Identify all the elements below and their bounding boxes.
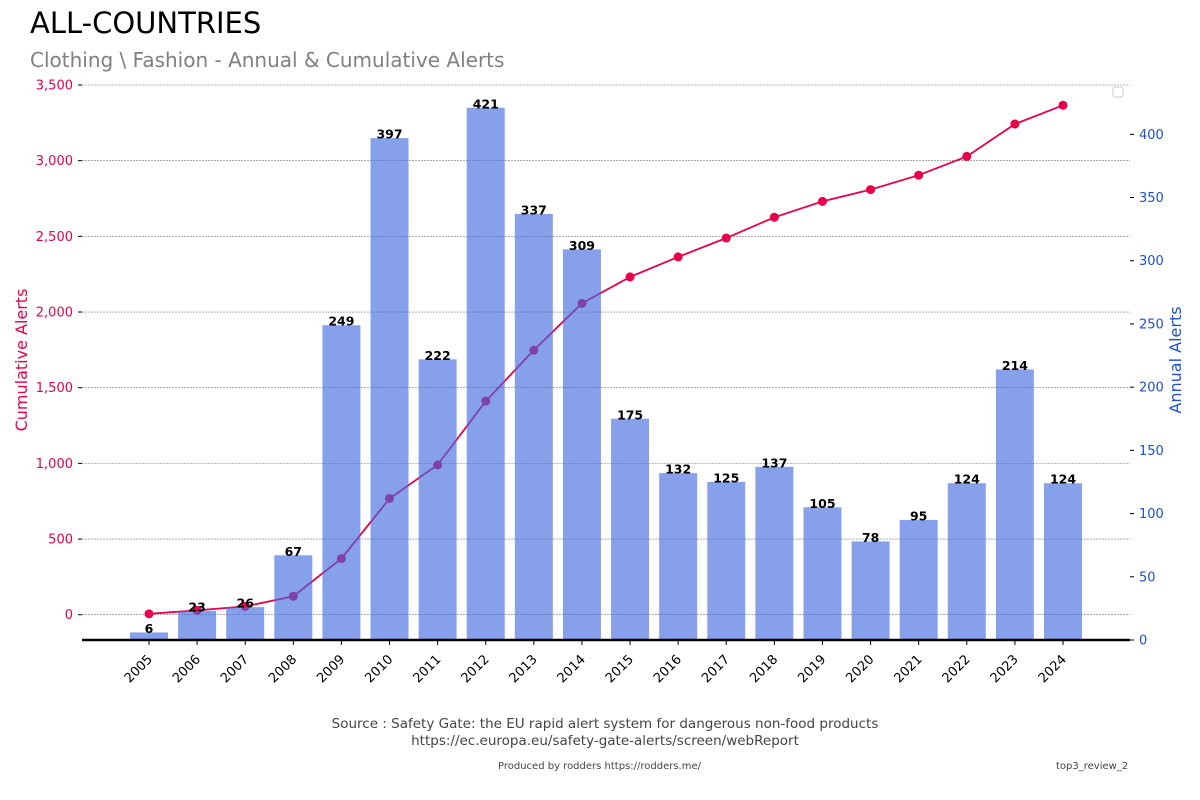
annual-bar	[418, 359, 457, 640]
bar-value-label: 23	[188, 599, 205, 614]
annual-bar	[226, 607, 265, 640]
report-tag: top3_review_2	[1056, 761, 1129, 772]
bar-value-label: 249	[328, 314, 354, 329]
cumulative-point	[962, 151, 972, 161]
x-tick-label: 2011	[410, 652, 444, 686]
x-tick-label: 2005	[122, 652, 156, 686]
x-tick-label: 2013	[507, 652, 541, 686]
cumulative-point	[769, 212, 779, 222]
bar-value-label: 67	[285, 544, 302, 559]
annual-bar	[274, 555, 313, 640]
annual-bar	[755, 466, 794, 640]
left-tick-label: 0	[65, 608, 73, 623]
bar-value-label: 125	[713, 470, 739, 485]
x-tick-label: 2015	[603, 652, 637, 686]
cumulative-point	[625, 272, 635, 282]
annual-bar	[611, 418, 650, 640]
right-tick-label: 250	[1139, 317, 1164, 332]
x-tick-label: 2018	[747, 652, 781, 686]
bar-value-label: 175	[617, 407, 643, 422]
left-tick-label: 3,500	[36, 79, 73, 94]
source-url: https://ec.europa.eu/safety-gate-alerts/…	[411, 733, 799, 749]
bar-value-label: 95	[910, 508, 927, 523]
x-tick-label: 2022	[940, 652, 974, 686]
annual-bar	[130, 632, 168, 640]
annual-bar	[370, 138, 409, 640]
left-tick-label: 1,000	[36, 457, 73, 472]
bar-value-label: 421	[473, 96, 499, 111]
x-tick-label: 2012	[459, 652, 493, 686]
bar-value-label: 124	[1050, 472, 1076, 487]
bar-value-label: 309	[569, 238, 595, 253]
legend-box	[1112, 86, 1124, 98]
left-tick-label: 1,500	[36, 381, 73, 396]
right-tick-label: 50	[1139, 570, 1156, 585]
annual-bar	[178, 610, 217, 640]
bar-value-label: 105	[809, 496, 835, 511]
right-axis-label: Annual Alerts	[1166, 306, 1185, 413]
left-axis-label: Cumulative Alerts	[12, 289, 31, 432]
annual-bar	[514, 213, 553, 641]
x-tick-label: 2006	[170, 652, 204, 686]
x-tick-label: 2017	[699, 652, 733, 686]
x-tick-label: 2020	[843, 652, 877, 686]
right-tick-label: 300	[1139, 254, 1164, 269]
annual-bar	[947, 483, 986, 640]
annual-bar	[1044, 483, 1082, 640]
cumulative-point	[673, 252, 683, 262]
right-tick-label: 150	[1139, 444, 1164, 459]
annual-bar	[803, 507, 842, 640]
annual-bar	[562, 249, 601, 640]
source-text: Source : Safety Gate: the EU rapid alert…	[331, 716, 879, 732]
x-tick-label: 2019	[795, 652, 829, 686]
right-tick-label: 400	[1139, 128, 1164, 143]
bar-value-label: 137	[761, 455, 787, 470]
x-tick-label: 2021	[892, 652, 926, 686]
left-tick-label: 2,500	[36, 230, 73, 245]
x-tick-label: 2014	[555, 652, 589, 686]
bar-value-label: 78	[862, 530, 879, 545]
right-tick-label: 200	[1139, 381, 1164, 396]
bar-value-label: 214	[1002, 358, 1028, 373]
x-tick-label: 2010	[362, 652, 396, 686]
annual-bar	[851, 541, 890, 640]
right-tick-label: 100	[1139, 507, 1164, 522]
right-tick-label: 0	[1139, 634, 1147, 649]
bar-value-label: 222	[425, 348, 451, 363]
left-tick-label: 2,000	[36, 306, 73, 321]
bar-value-label: 132	[665, 462, 691, 477]
produced-by: Produced by rodders https://rodders.me/	[498, 761, 701, 772]
bar-value-label: 337	[521, 202, 547, 217]
x-tick-label: 2007	[218, 652, 252, 686]
bar-value-label: 6	[145, 621, 154, 636]
bar-value-label: 26	[237, 596, 255, 611]
x-tick-label: 2016	[651, 652, 685, 686]
x-tick-label: 2024	[1036, 652, 1070, 686]
left-tick-label: 500	[48, 533, 73, 548]
cumulative-point	[721, 233, 731, 243]
cumulative-point	[866, 185, 876, 195]
bar-value-label: 124	[954, 472, 980, 487]
cumulative-point	[144, 609, 154, 619]
annual-bar	[322, 325, 361, 640]
cumulative-point	[1058, 100, 1068, 110]
cumulative-point	[914, 170, 924, 180]
right-tick-label: 350	[1139, 191, 1164, 206]
annual-bar	[466, 107, 505, 640]
bar-value-label: 397	[376, 127, 402, 142]
cumulative-point	[1010, 119, 1020, 129]
x-tick-label: 2023	[988, 652, 1022, 686]
x-tick-label: 2008	[266, 652, 300, 686]
annual-bar	[995, 369, 1034, 640]
page-subtitle: Clothing \ Fashion - Annual & Cumulative…	[30, 48, 505, 72]
cumulative-point	[817, 196, 827, 206]
x-tick-label: 2009	[314, 652, 348, 686]
annual-bar	[707, 481, 746, 640]
annual-bar	[899, 519, 938, 640]
page-title: ALL-COUNTRIES	[30, 6, 262, 40]
annual-bar	[659, 473, 698, 640]
left-tick-label: 3,000	[36, 154, 73, 169]
